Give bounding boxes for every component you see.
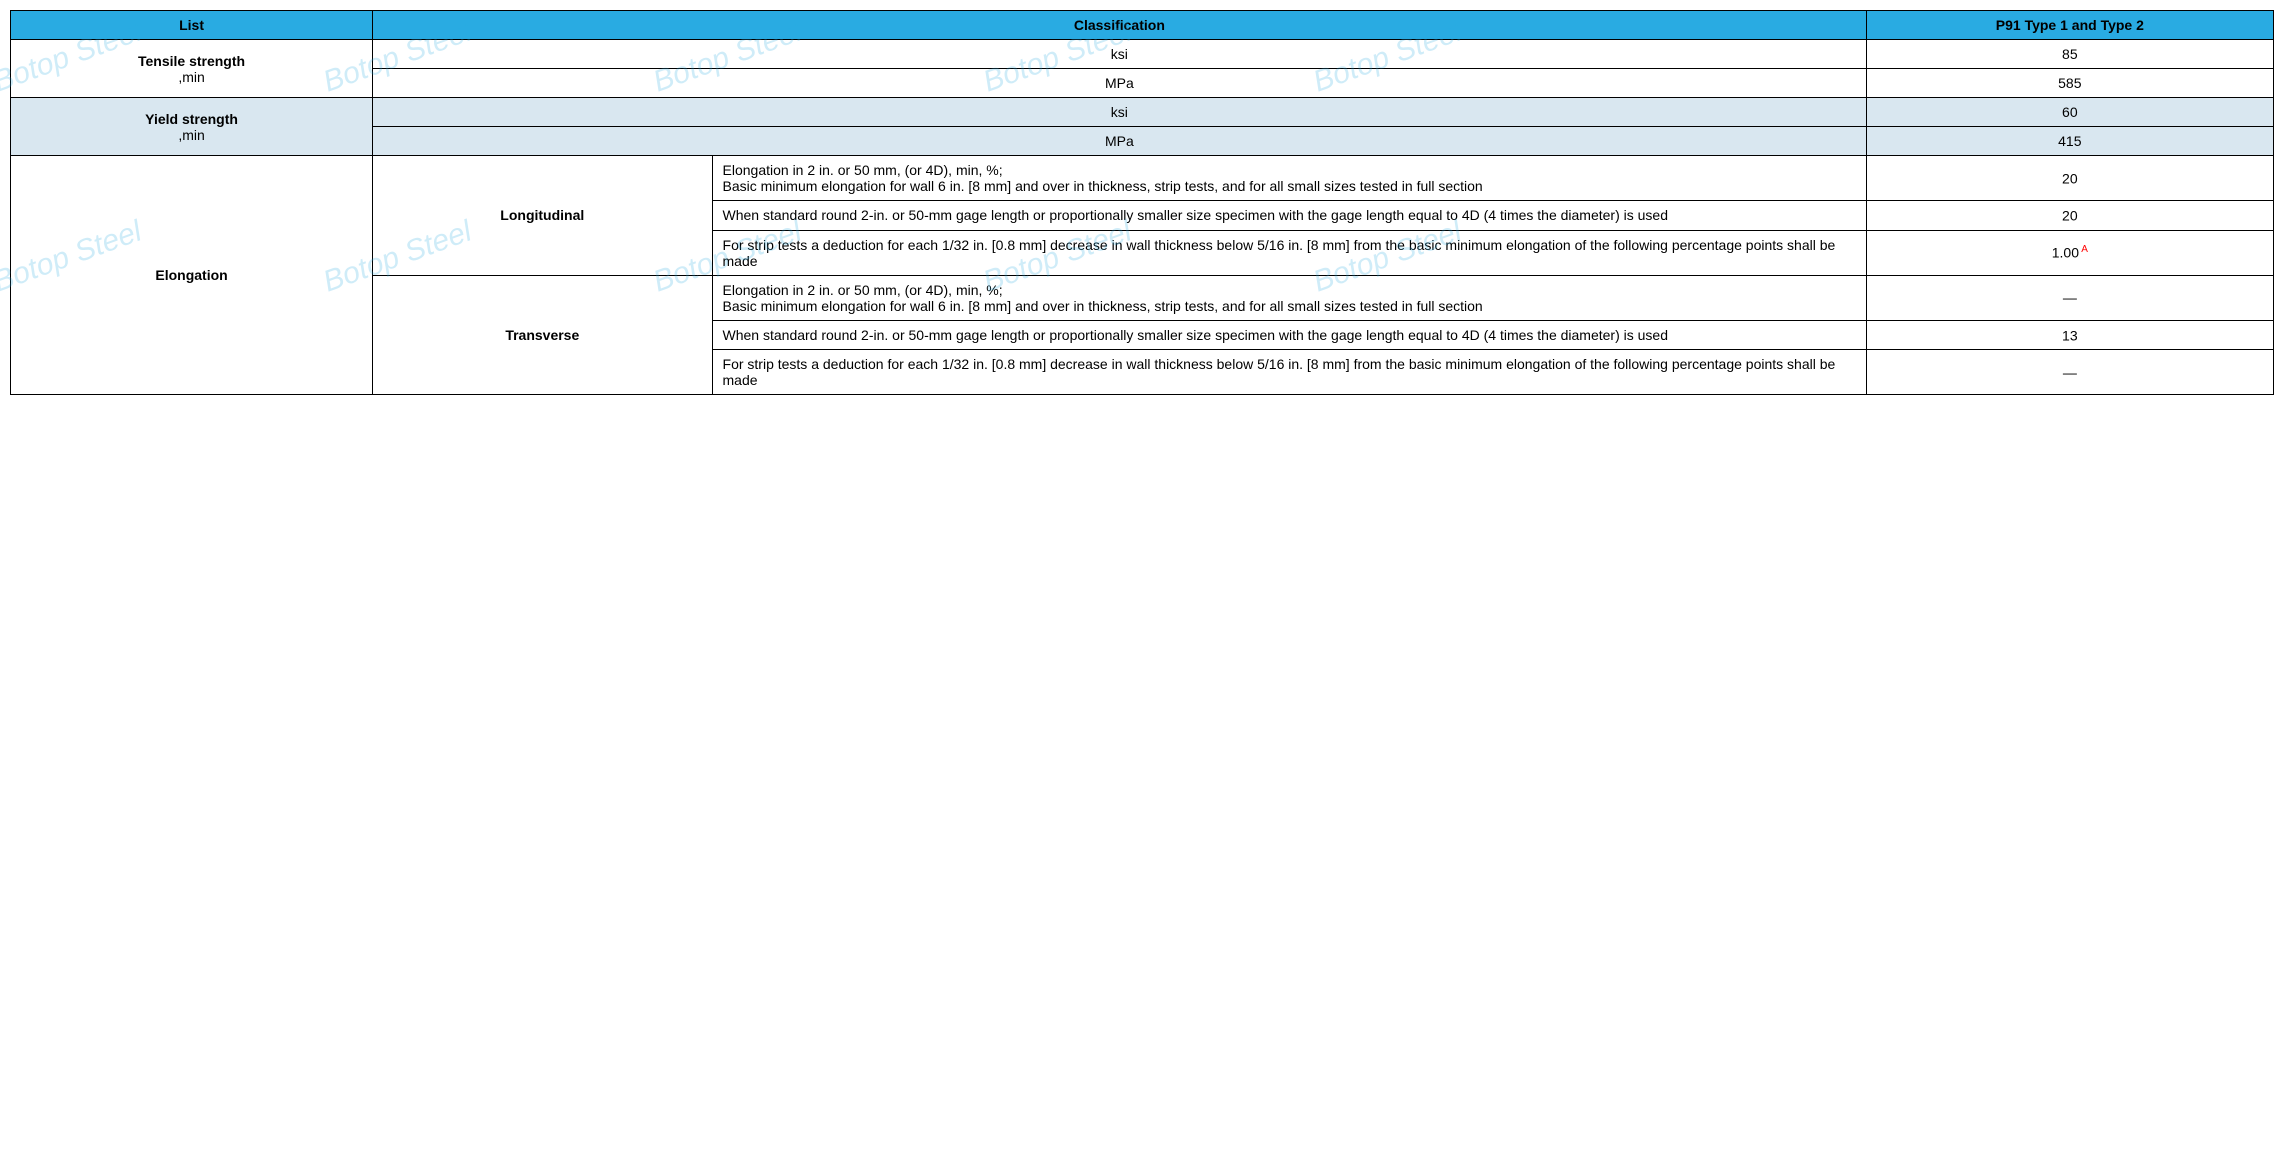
elong-val-0-0: 20 — [1866, 156, 2273, 201]
yield-label: Yield strength — [145, 111, 238, 127]
tensile-value-1: 585 — [1866, 69, 2273, 98]
header-classification: Classification — [373, 11, 1867, 40]
elong-desc-0-2: For strip tests a deduction for each 1/3… — [712, 230, 1866, 275]
spec-table: List Classification P91 Type 1 and Type … — [10, 10, 2274, 395]
tensile-sublabel: ,min — [178, 69, 204, 85]
elong-val-0-2: 1.00 A — [1866, 230, 2273, 275]
yield-label-cell: Yield strength ,min — [11, 98, 373, 156]
header-p91: P91 Type 1 and Type 2 — [1866, 11, 2273, 40]
yield-value-0: 60 — [1866, 98, 2273, 127]
elong-desc-0-1: When standard round 2-in. or 50-mm gage … — [712, 201, 1866, 231]
yield-sublabel: ,min — [178, 127, 204, 143]
header-list: List — [11, 11, 373, 40]
yield-unit-1: MPa — [373, 127, 1867, 156]
elong-val-1-0: — — [1866, 275, 2273, 320]
elongation-label: Elongation — [11, 156, 373, 395]
tensile-label-cell: Tensile strength ,min — [11, 40, 373, 98]
tensile-unit-1: MPa — [373, 69, 1867, 98]
elong-val-1-2: — — [1866, 350, 2273, 395]
elong-dir-0: Longitudinal — [373, 156, 712, 276]
elong-desc-1-2: For strip tests a deduction for each 1/3… — [712, 350, 1866, 395]
tensile-label: Tensile strength — [138, 53, 245, 69]
yield-value-1: 415 — [1866, 127, 2273, 156]
tensile-row-ksi: Tensile strength ,min ksi 85 — [11, 40, 2274, 69]
tensile-value-0: 85 — [1866, 40, 2273, 69]
elong-desc-1-1: When standard round 2-in. or 50-mm gage … — [712, 320, 1866, 350]
header-row: List Classification P91 Type 1 and Type … — [11, 11, 2274, 40]
elong-long-row-0: Elongation Longitudinal Elongation in 2 … — [11, 156, 2274, 201]
yield-unit-0: ksi — [373, 98, 1867, 127]
elong-desc-1-0: Elongation in 2 in. or 50 mm, (or 4D), m… — [712, 275, 1866, 320]
yield-row-ksi: Yield strength ,min ksi 60 — [11, 98, 2274, 127]
elong-desc-0-0: Elongation in 2 in. or 50 mm, (or 4D), m… — [712, 156, 1866, 201]
elong-val-0-1: 20 — [1866, 201, 2273, 231]
tensile-unit-0: ksi — [373, 40, 1867, 69]
elong-dir-1: Transverse — [373, 275, 712, 395]
elong-val-1-1: 13 — [1866, 320, 2273, 350]
